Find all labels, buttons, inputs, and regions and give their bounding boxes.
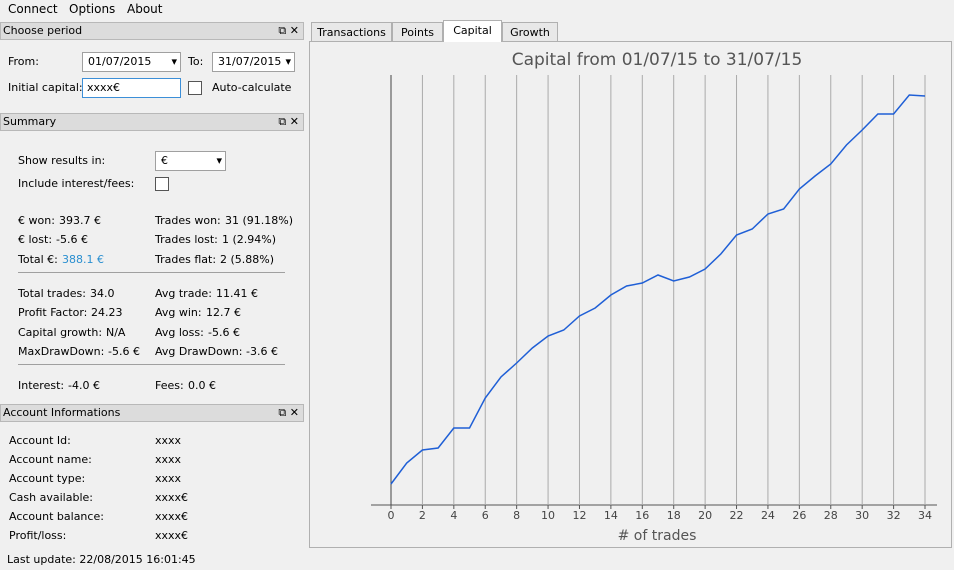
x-tick-label: 16	[635, 509, 649, 522]
field-label: Account Id:	[9, 434, 71, 447]
stat-value: -3.6 €	[246, 344, 278, 358]
stat-label: Trades lost:	[155, 233, 218, 247]
date-combo[interactable]: 01/07/2015	[82, 52, 181, 72]
chart-title: Capital from 01/07/15 to 31/07/15	[512, 50, 803, 70]
x-tick-label: 4	[450, 509, 457, 522]
label: Auto-calculate	[212, 81, 292, 94]
menu-item[interactable]: Connect	[8, 2, 58, 16]
field-value: xxxx€	[155, 529, 189, 542]
field-value: xxxx	[155, 472, 182, 485]
stat-label: Profit Factor:	[18, 306, 88, 320]
x-tick-label: 2	[419, 509, 426, 522]
field-value: xxxx	[155, 453, 182, 466]
label: Show results in:	[18, 154, 106, 167]
stat-label: MaxDrawDown:	[18, 344, 105, 358]
stat-label: Total €:	[18, 252, 58, 266]
stat-label: € won:	[18, 214, 55, 227]
x-tick-label: 34	[918, 509, 932, 522]
tab[interactable]: Capital	[443, 20, 502, 42]
field-value: xxxx	[155, 434, 182, 447]
x-tick-label: 8	[513, 509, 520, 522]
stat-value: 393.7 €	[59, 214, 101, 227]
tab[interactable]: Growth	[502, 22, 558, 41]
panel-title: Summary	[3, 115, 57, 128]
field-value: xxxx€	[155, 510, 189, 523]
field-label: Account type:	[9, 472, 86, 485]
separator	[18, 271, 285, 273]
checkbox[interactable]	[188, 81, 202, 95]
stat-label: Trades won:	[155, 214, 221, 227]
stat-value: 2 (5.88%)	[220, 252, 275, 266]
status-text: Last update: 22/08/2015 16:01:45	[7, 553, 196, 566]
panel-buttons[interactable]: ⧉ ✕	[278, 24, 299, 37]
stat-label: Avg DrawDown:	[155, 344, 243, 358]
panel-buttons[interactable]: ⧉ ✕	[278, 115, 299, 128]
panel-header: Account Informations ⧉ ✕	[0, 404, 304, 422]
x-tick-label: 18	[667, 509, 681, 522]
label: Initial capital:	[8, 81, 83, 94]
x-tick-label: 0	[388, 509, 395, 522]
tab[interactable]: Points	[392, 22, 443, 41]
x-tick-label: 30	[855, 509, 869, 522]
stat-value: 11.41 €	[216, 286, 258, 300]
stat-value: -5.6 €	[108, 344, 140, 358]
x-axis-title: # of trades	[618, 528, 697, 544]
field-label: Profit/loss:	[9, 529, 67, 542]
stat-value: 1 (2.94%)	[222, 233, 277, 247]
x-tick-label: 22	[730, 509, 744, 522]
stat-label: Avg win:	[155, 306, 202, 320]
stat-label: € lost:	[18, 233, 53, 247]
x-tick-label: 10	[541, 509, 555, 522]
capital-line	[390, 94, 926, 485]
stat-value: -5.6 €	[208, 325, 240, 339]
x-tick-label: 14	[604, 509, 618, 522]
label: Include interest/fees:	[18, 177, 135, 190]
chart-panel	[309, 41, 952, 548]
stat-value: 24.23	[91, 306, 123, 320]
label: To:	[188, 55, 204, 68]
stat-value: 34.0	[90, 286, 115, 300]
stat-label: Trades flat:	[155, 252, 217, 266]
chart: Capital from 01/07/15 to 31/07/15 # of t…	[371, 50, 937, 544]
stat-value: -4.0 €	[68, 379, 100, 393]
capital-input[interactable]: xxxx€	[82, 78, 181, 98]
field-label: Account balance:	[9, 510, 104, 523]
stat-label: Avg trade:	[155, 286, 212, 300]
panel-buttons[interactable]: ⧉ ✕	[278, 406, 299, 419]
stat-value: 0.0 €	[188, 379, 216, 393]
stat-value: N/A	[106, 325, 126, 339]
field-label: Account name:	[9, 453, 92, 466]
checkbox[interactable]	[155, 177, 169, 191]
field-label: Cash available:	[9, 491, 93, 504]
stat-value: -5.6 €	[56, 233, 88, 247]
panel-title: Choose period	[3, 24, 83, 37]
panel-title: Account Informations	[3, 406, 121, 419]
separator	[18, 364, 285, 366]
stat-label: Interest:	[18, 379, 65, 393]
x-tick-label: 12	[572, 509, 586, 522]
x-tick-label: 6	[482, 509, 489, 522]
panel-header: Choose period ⧉ ✕	[0, 22, 304, 40]
x-tick-label: 24	[761, 509, 775, 522]
stat-value: 12.7 €	[206, 306, 241, 320]
stat-value: 388.1 €	[62, 252, 104, 266]
stat-label: Capital growth:	[18, 325, 103, 339]
menu-item[interactable]: Options	[69, 2, 116, 16]
field-value: xxxx€	[155, 491, 189, 504]
date-combo[interactable]: 31/07/2015	[212, 52, 295, 72]
stat-label: Avg loss:	[155, 325, 204, 339]
unit-combo[interactable]: €	[155, 151, 226, 171]
x-tick-label: 20	[698, 509, 712, 522]
label: From:	[8, 55, 39, 68]
stat-label: Fees:	[155, 379, 184, 393]
panel-header: Summary ⧉ ✕	[0, 113, 304, 131]
tab[interactable]: Transactions	[311, 22, 392, 41]
stat-value: 31 (91.18%)	[225, 214, 294, 227]
menu-item[interactable]: About	[127, 2, 163, 16]
x-tick-label: 32	[887, 509, 901, 522]
x-tick-label: 26	[792, 509, 806, 522]
stat-label: Total trades:	[18, 286, 86, 300]
x-tick-label: 28	[824, 509, 838, 522]
